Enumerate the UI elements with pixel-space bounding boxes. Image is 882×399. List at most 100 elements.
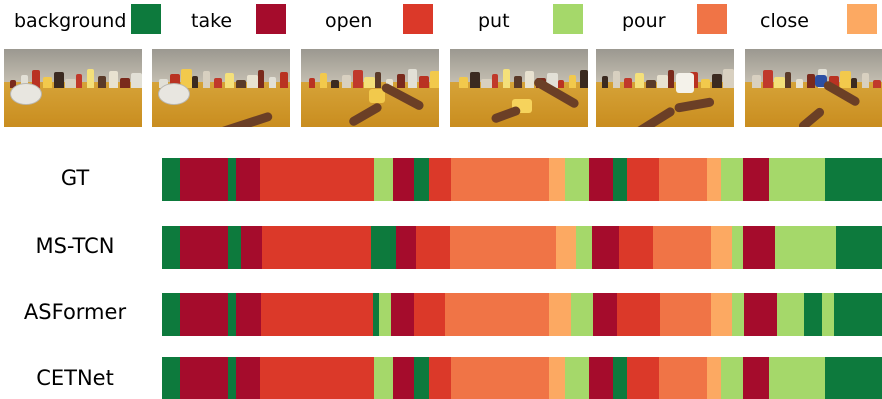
segment-put bbox=[822, 293, 835, 336]
segment-take bbox=[393, 158, 415, 201]
kitchen-item bbox=[668, 69, 674, 88]
segment-open bbox=[627, 357, 660, 399]
kitchen-item bbox=[712, 73, 722, 88]
frame-1-scene bbox=[4, 49, 142, 127]
kitchen-item bbox=[602, 75, 608, 88]
segment-background bbox=[228, 357, 237, 399]
kitchen-item bbox=[525, 70, 534, 88]
kitchen-item bbox=[690, 71, 698, 88]
segment-open bbox=[429, 158, 452, 201]
segment-pour bbox=[660, 293, 712, 336]
legend-label-take: take bbox=[191, 10, 233, 32]
manipulated-object bbox=[676, 73, 694, 93]
segment-pour bbox=[658, 158, 708, 201]
kitchen-item bbox=[503, 68, 510, 88]
kitchen-item bbox=[752, 74, 761, 88]
segment-background bbox=[228, 293, 237, 336]
kitchen-items bbox=[450, 68, 588, 88]
kitchen-item bbox=[32, 69, 40, 88]
segment-open bbox=[429, 357, 452, 399]
segment-take bbox=[180, 158, 229, 201]
segmentation-bar-cetnet bbox=[162, 357, 882, 399]
kitchen-item bbox=[481, 78, 492, 88]
row-label-asformer: ASFormer bbox=[23, 300, 127, 324]
frame-6-scene bbox=[745, 49, 882, 127]
segment-take bbox=[588, 158, 614, 201]
segment-background bbox=[414, 158, 430, 201]
kitchen-item bbox=[492, 73, 498, 88]
legend-label-pour: pour bbox=[622, 10, 666, 32]
segment-background bbox=[612, 158, 628, 201]
kitchen-item bbox=[774, 76, 785, 88]
segment-background bbox=[612, 357, 628, 399]
segment-background bbox=[372, 293, 380, 336]
segment-background bbox=[370, 226, 397, 269]
segment-open bbox=[261, 293, 374, 336]
kitchen-item bbox=[43, 76, 52, 88]
plate-stack bbox=[158, 83, 190, 105]
kitchen-item bbox=[131, 72, 142, 88]
segment-background bbox=[162, 357, 181, 399]
segment-put bbox=[732, 226, 744, 269]
segment-put bbox=[768, 158, 826, 201]
kitchen-item bbox=[269, 76, 276, 88]
kitchen-item bbox=[87, 68, 94, 88]
segment-open bbox=[416, 226, 451, 269]
row-label-ms-tcn: MS-TCN bbox=[35, 234, 115, 258]
row-label-cetnet: CETNet bbox=[36, 366, 114, 390]
segment-take bbox=[743, 357, 770, 399]
segment-background bbox=[825, 158, 882, 201]
kitchen-item bbox=[120, 77, 130, 88]
segment-take bbox=[236, 158, 261, 201]
kitchen-items bbox=[745, 68, 882, 88]
kitchen-item bbox=[701, 78, 710, 88]
kitchen-item bbox=[613, 70, 620, 88]
kitchen-item bbox=[397, 73, 405, 88]
legend-swatch-open bbox=[403, 4, 433, 34]
kitchen-item bbox=[635, 72, 644, 88]
kitchen-item bbox=[569, 74, 576, 88]
segmentation-bar-asformer bbox=[162, 293, 882, 336]
segment-background bbox=[414, 357, 430, 399]
legend-swatch-pour bbox=[697, 4, 727, 34]
segment-close bbox=[711, 293, 733, 336]
segment-put bbox=[565, 158, 590, 201]
segment-close bbox=[707, 158, 722, 201]
kitchen-item bbox=[408, 68, 417, 88]
kitchen-item bbox=[514, 75, 522, 88]
segment-close bbox=[549, 293, 572, 336]
kitchen-item bbox=[309, 77, 315, 88]
segment-put bbox=[774, 226, 837, 269]
kitchen-item bbox=[353, 69, 363, 88]
segment-take bbox=[593, 293, 618, 336]
segment-take bbox=[743, 158, 770, 201]
kitchen-items bbox=[596, 68, 734, 88]
segment-background bbox=[162, 158, 181, 201]
kitchen-item bbox=[331, 79, 339, 88]
kitchen-item bbox=[459, 76, 468, 88]
kitchen-item bbox=[547, 72, 558, 88]
segment-put bbox=[720, 357, 744, 399]
segment-open bbox=[627, 158, 660, 201]
segment-put bbox=[732, 293, 745, 336]
segment-background bbox=[835, 226, 882, 269]
kitchen-item bbox=[192, 75, 198, 88]
segment-take bbox=[743, 293, 778, 336]
segment-open bbox=[259, 158, 375, 201]
segment-take bbox=[390, 293, 415, 336]
segment-take bbox=[180, 226, 229, 269]
frame-2-scene bbox=[152, 49, 290, 127]
kitchen-item bbox=[247, 74, 258, 88]
kitchen-item bbox=[159, 78, 168, 88]
segment-take bbox=[396, 226, 417, 269]
kitchen-item bbox=[646, 79, 656, 88]
segment-background bbox=[228, 226, 242, 269]
kitchen-item bbox=[840, 70, 851, 88]
kitchen-item bbox=[829, 75, 839, 88]
kitchen-item bbox=[419, 75, 429, 88]
segment-close bbox=[711, 226, 733, 269]
kitchen-item bbox=[225, 72, 234, 88]
plate-stack bbox=[10, 83, 42, 105]
segment-put bbox=[576, 226, 593, 269]
